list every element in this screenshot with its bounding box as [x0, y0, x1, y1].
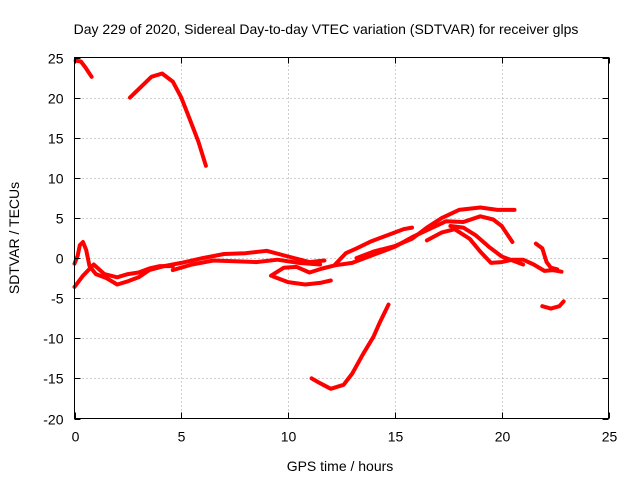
series-arc-1: [73, 58, 94, 79]
axis-ticks: 0 5 10 15 20 25 -20 -15 -10 -5 0 5 10 15 20 25: [43, 51, 617, 445]
x-tick-label: 25: [602, 429, 618, 445]
y-tick-label: 15: [48, 131, 64, 147]
series-arc-11: [448, 224, 526, 267]
x-axis-label: GPS time / hours: [287, 458, 394, 474]
y-tick-label: -10: [43, 331, 63, 347]
series-arc-10: [424, 227, 564, 274]
y-tick-label: 5: [56, 211, 64, 227]
series-arc-3: [72, 240, 327, 287]
y-tick-label: 0: [56, 251, 64, 267]
x-tick-label: 0: [72, 429, 80, 445]
series-arc-12: [533, 241, 560, 272]
x-tick-label: 20: [495, 429, 511, 445]
series-arc-8: [333, 225, 414, 267]
series-arc-13: [309, 302, 391, 391]
plot-frame: [74, 57, 609, 419]
x-tick-label: 15: [388, 429, 404, 445]
x-tick-label: 10: [281, 429, 297, 445]
grid: [74, 57, 609, 419]
series-arc-5: [170, 257, 323, 273]
series-arc-4: [72, 262, 175, 289]
y-tick-label: 10: [48, 171, 64, 187]
y-axis-label: SDTVAR / TECUs: [6, 182, 22, 294]
x-tick-label: 5: [178, 429, 186, 445]
series-arc-7: [271, 274, 333, 287]
y-tick-label: -5: [51, 291, 64, 307]
y-tick-label: 25: [48, 51, 64, 67]
data-series: [72, 58, 566, 391]
y-tick-label: -20: [43, 412, 63, 428]
chart-title: Day 229 of 2020, Sidereal Day-to-day VTE…: [74, 21, 579, 37]
series-arc-2: [128, 71, 208, 168]
y-tick-label: -15: [43, 371, 63, 387]
series-arc-14: [540, 299, 566, 311]
series-arc-9: [354, 205, 517, 261]
y-tick-label: 20: [48, 91, 64, 107]
